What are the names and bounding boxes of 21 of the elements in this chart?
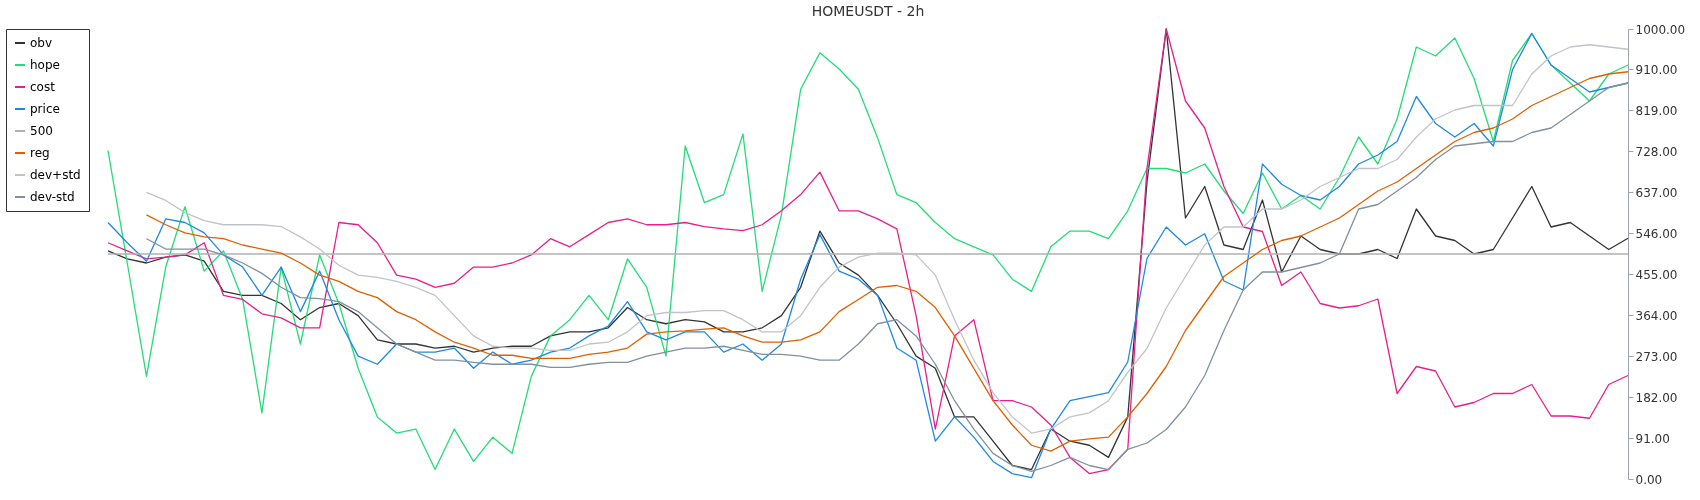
y-tick-label: 1000.00 [1635, 22, 1686, 37]
legend-label: dev-std [30, 190, 75, 204]
y-tick-label: 910.00 [1635, 63, 1678, 77]
y-tick-label: 455.00 [1635, 267, 1678, 282]
chart-title: HOMEUSDT - 2h [811, 3, 925, 19]
y-tick-label: 728.00 [1635, 144, 1678, 159]
legend-label: obv [30, 36, 53, 50]
y-tick-label: 182.00 [1635, 390, 1678, 405]
legend-label: hope [30, 58, 60, 72]
y-tick-label: 637.00 [1635, 185, 1678, 200]
legend-label: price [30, 102, 60, 116]
legend-label: dev+std [30, 168, 81, 182]
y-tick-label: 0.00 [1635, 472, 1663, 487]
y-tick-label: 273.00 [1635, 349, 1678, 364]
y-tick-label: 91.00 [1635, 431, 1670, 446]
legend-label: cost [30, 80, 56, 94]
y-tick-label: 364.00 [1635, 308, 1678, 323]
legend-label: 500 [30, 124, 53, 138]
y-tick-label: 546.00 [1635, 226, 1678, 241]
legend-label: reg [30, 146, 50, 160]
y-tick-label: 819.00 [1635, 103, 1678, 118]
